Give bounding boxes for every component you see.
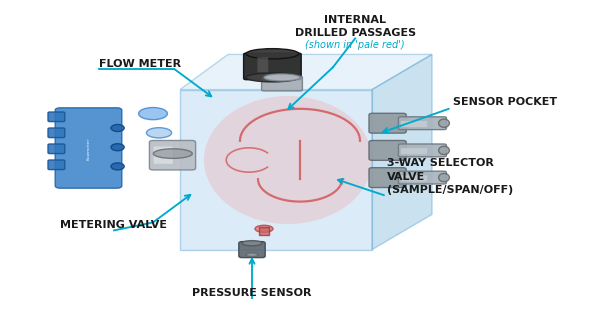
Text: VALVE: VALVE — [387, 172, 425, 182]
FancyBboxPatch shape — [257, 57, 268, 72]
Ellipse shape — [139, 108, 167, 120]
Ellipse shape — [439, 173, 449, 182]
FancyBboxPatch shape — [48, 112, 65, 122]
FancyBboxPatch shape — [244, 53, 301, 80]
Ellipse shape — [264, 74, 300, 81]
FancyBboxPatch shape — [398, 144, 446, 157]
Text: FLOW METER: FLOW METER — [99, 59, 181, 69]
Ellipse shape — [204, 96, 372, 224]
Polygon shape — [372, 54, 432, 250]
Ellipse shape — [146, 128, 172, 138]
FancyBboxPatch shape — [369, 168, 406, 188]
Text: SENSOR POCKET: SENSOR POCKET — [453, 97, 557, 107]
FancyBboxPatch shape — [369, 140, 406, 160]
Ellipse shape — [255, 225, 273, 232]
Ellipse shape — [246, 49, 299, 59]
Text: (SAMPLE/SPAN/OFF): (SAMPLE/SPAN/OFF) — [387, 185, 513, 195]
Circle shape — [111, 144, 124, 151]
Ellipse shape — [246, 253, 258, 257]
FancyBboxPatch shape — [401, 121, 427, 127]
FancyBboxPatch shape — [48, 128, 65, 138]
Text: flowmeter: flowmeter — [87, 138, 91, 160]
Bar — [259, 227, 269, 235]
Text: INTERNAL: INTERNAL — [324, 15, 386, 25]
FancyBboxPatch shape — [401, 148, 427, 154]
FancyBboxPatch shape — [262, 76, 302, 91]
FancyBboxPatch shape — [239, 242, 265, 258]
Text: PRESSURE SENSOR: PRESSURE SENSOR — [192, 288, 312, 298]
Circle shape — [111, 124, 124, 132]
FancyBboxPatch shape — [401, 175, 427, 181]
Ellipse shape — [246, 73, 299, 82]
FancyBboxPatch shape — [398, 171, 446, 184]
Text: 3-WAY SELECTOR: 3-WAY SELECTOR — [387, 158, 494, 168]
Polygon shape — [180, 54, 432, 90]
Text: DRILLED PASSAGES: DRILLED PASSAGES — [295, 28, 416, 38]
FancyBboxPatch shape — [149, 140, 196, 170]
Ellipse shape — [242, 241, 262, 246]
Circle shape — [111, 163, 124, 170]
Text: METERING VALVE: METERING VALVE — [61, 220, 167, 230]
FancyBboxPatch shape — [154, 147, 173, 164]
Ellipse shape — [439, 119, 449, 127]
FancyBboxPatch shape — [48, 160, 65, 170]
Text: (shown in 'pale red'): (shown in 'pale red') — [305, 40, 405, 50]
Polygon shape — [180, 90, 372, 250]
FancyBboxPatch shape — [398, 117, 446, 130]
Ellipse shape — [439, 146, 449, 155]
FancyBboxPatch shape — [55, 108, 122, 188]
FancyBboxPatch shape — [369, 113, 406, 133]
Ellipse shape — [153, 149, 192, 158]
FancyBboxPatch shape — [48, 144, 65, 154]
